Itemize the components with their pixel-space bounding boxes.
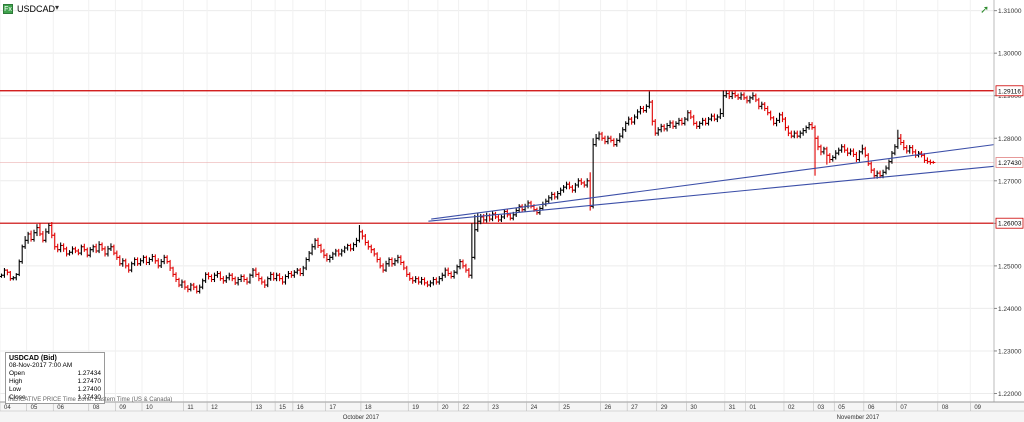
price-tag xyxy=(995,85,1024,97)
price-tick-label: 1.29000 xyxy=(998,93,1022,100)
price-tick-label: 1.24000 xyxy=(998,306,1022,313)
chevron-down-icon[interactable]: ▾ xyxy=(55,3,60,12)
time-tick-label: 12 xyxy=(211,405,218,411)
time-tick-label: 18 xyxy=(365,405,372,411)
time-tick-label: 06 xyxy=(57,405,64,411)
time-tick-label: 15 xyxy=(279,405,286,411)
legend-title: USDCAD (Bid) xyxy=(9,355,57,362)
time-tick-label: 11 xyxy=(187,405,194,411)
time-tick-label: 16 xyxy=(297,405,304,411)
chart-toolbar: Fx USDCAD ▾ ➚ xyxy=(0,0,1024,18)
legend-row-open: Open 1.27434 xyxy=(9,370,101,378)
trendline xyxy=(428,165,995,222)
month-label: October 2017 xyxy=(343,415,380,421)
horizontal-lines xyxy=(0,90,994,224)
footnote: INDICATIVE PRICE Time Zone: Eastern Time… xyxy=(8,397,173,403)
time-tick-label: 27 xyxy=(631,405,638,411)
time-tick-label: 08 xyxy=(93,405,100,411)
price-tag-label: 1.29116 xyxy=(998,88,1021,95)
price-tick-label: 1.28000 xyxy=(998,136,1022,143)
time-tick-label: 30 xyxy=(690,405,697,411)
time-tick-label: 24 xyxy=(531,405,538,411)
trendline xyxy=(431,144,995,220)
price-tag xyxy=(995,157,1024,168)
time-tick-label: 26 xyxy=(605,405,612,411)
time-tick-label: 08 xyxy=(942,405,949,411)
legend-row-high: High 1.27470 xyxy=(9,378,101,386)
time-tick-label: 02 xyxy=(788,405,795,411)
chart-grid xyxy=(0,0,994,402)
time-tick-label: 23 xyxy=(492,405,499,411)
trendlines xyxy=(428,144,995,222)
price-tag-label: 1.26003 xyxy=(998,221,1022,228)
time-tick-label: 31 xyxy=(729,405,736,411)
time-tick-label: 03 xyxy=(818,405,825,411)
price-tag xyxy=(995,217,1024,229)
time-tick-label: 29 xyxy=(661,405,668,411)
time-tick-label: 09 xyxy=(119,405,126,411)
time-tick-label: 06 xyxy=(868,405,875,411)
legend-row-low: Low 1.27400 xyxy=(9,386,101,394)
time-tick-label: 04 xyxy=(4,405,11,411)
legend-label: Close xyxy=(9,394,26,401)
legend-row-close: Close 1.27430 xyxy=(9,394,101,402)
legend-value: 1.27400 xyxy=(77,386,102,393)
price-tick-label: 1.27000 xyxy=(998,178,1022,185)
price-tick-label: 1.22000 xyxy=(998,391,1022,398)
ohlc-bars xyxy=(0,90,936,294)
price-tick-label: 1.23000 xyxy=(998,348,1022,355)
time-tick-label: 13 xyxy=(255,405,262,411)
legend-label: Low xyxy=(9,386,21,393)
data-legend: USDCAD (Bid) 08-Nov-2017 7:00 AM Open 1.2… xyxy=(5,352,105,404)
price-tag-label: 1.27430 xyxy=(998,160,1022,167)
price-tick-label: 1.31000 xyxy=(998,8,1022,15)
price-tick-label: 1.30000 xyxy=(998,51,1022,58)
legend-value: 1.27430 xyxy=(77,394,102,401)
legend-date: 08-Nov-2017 7:00 AM xyxy=(9,362,73,369)
legend-label: Open xyxy=(9,370,25,377)
time-tick-label: 22 xyxy=(463,405,470,411)
symbol-label[interactable]: USDCAD xyxy=(17,4,56,14)
time-tick-label: 05 xyxy=(838,405,845,411)
time-axis: 04 05 06 08 09 10 11 12 13 15 16 17 18 19 20 22 23 24 25 26… xyxy=(0,401,1024,422)
price-axis-bg xyxy=(994,0,1024,402)
time-tick-label: 20 xyxy=(442,405,449,411)
time-tick-label: 25 xyxy=(563,405,570,411)
legend-value: 1.27434 xyxy=(77,370,102,377)
legend-value: 1.27470 xyxy=(77,378,102,385)
time-tick-label: 05 xyxy=(31,405,38,411)
legend-label: High xyxy=(9,378,23,385)
trend-arrow-icon[interactable]: ➚ xyxy=(980,4,990,16)
time-tick-label: 19 xyxy=(412,405,419,411)
price-tick-label: 1.25000 xyxy=(998,263,1022,270)
price-axis: 1.220001.230001.240001.250001.260001.270… xyxy=(993,0,1024,402)
time-tick-label: 09 xyxy=(974,405,981,411)
time-axis-bg xyxy=(0,402,1024,422)
time-tick-label: 17 xyxy=(329,405,336,411)
month-label: November 2017 xyxy=(837,415,880,421)
time-tick-label: 01 xyxy=(750,405,757,411)
time-tick-label: 10 xyxy=(146,405,153,411)
fx-icon[interactable]: Fx xyxy=(3,4,13,14)
time-tick-label: 07 xyxy=(900,405,907,411)
